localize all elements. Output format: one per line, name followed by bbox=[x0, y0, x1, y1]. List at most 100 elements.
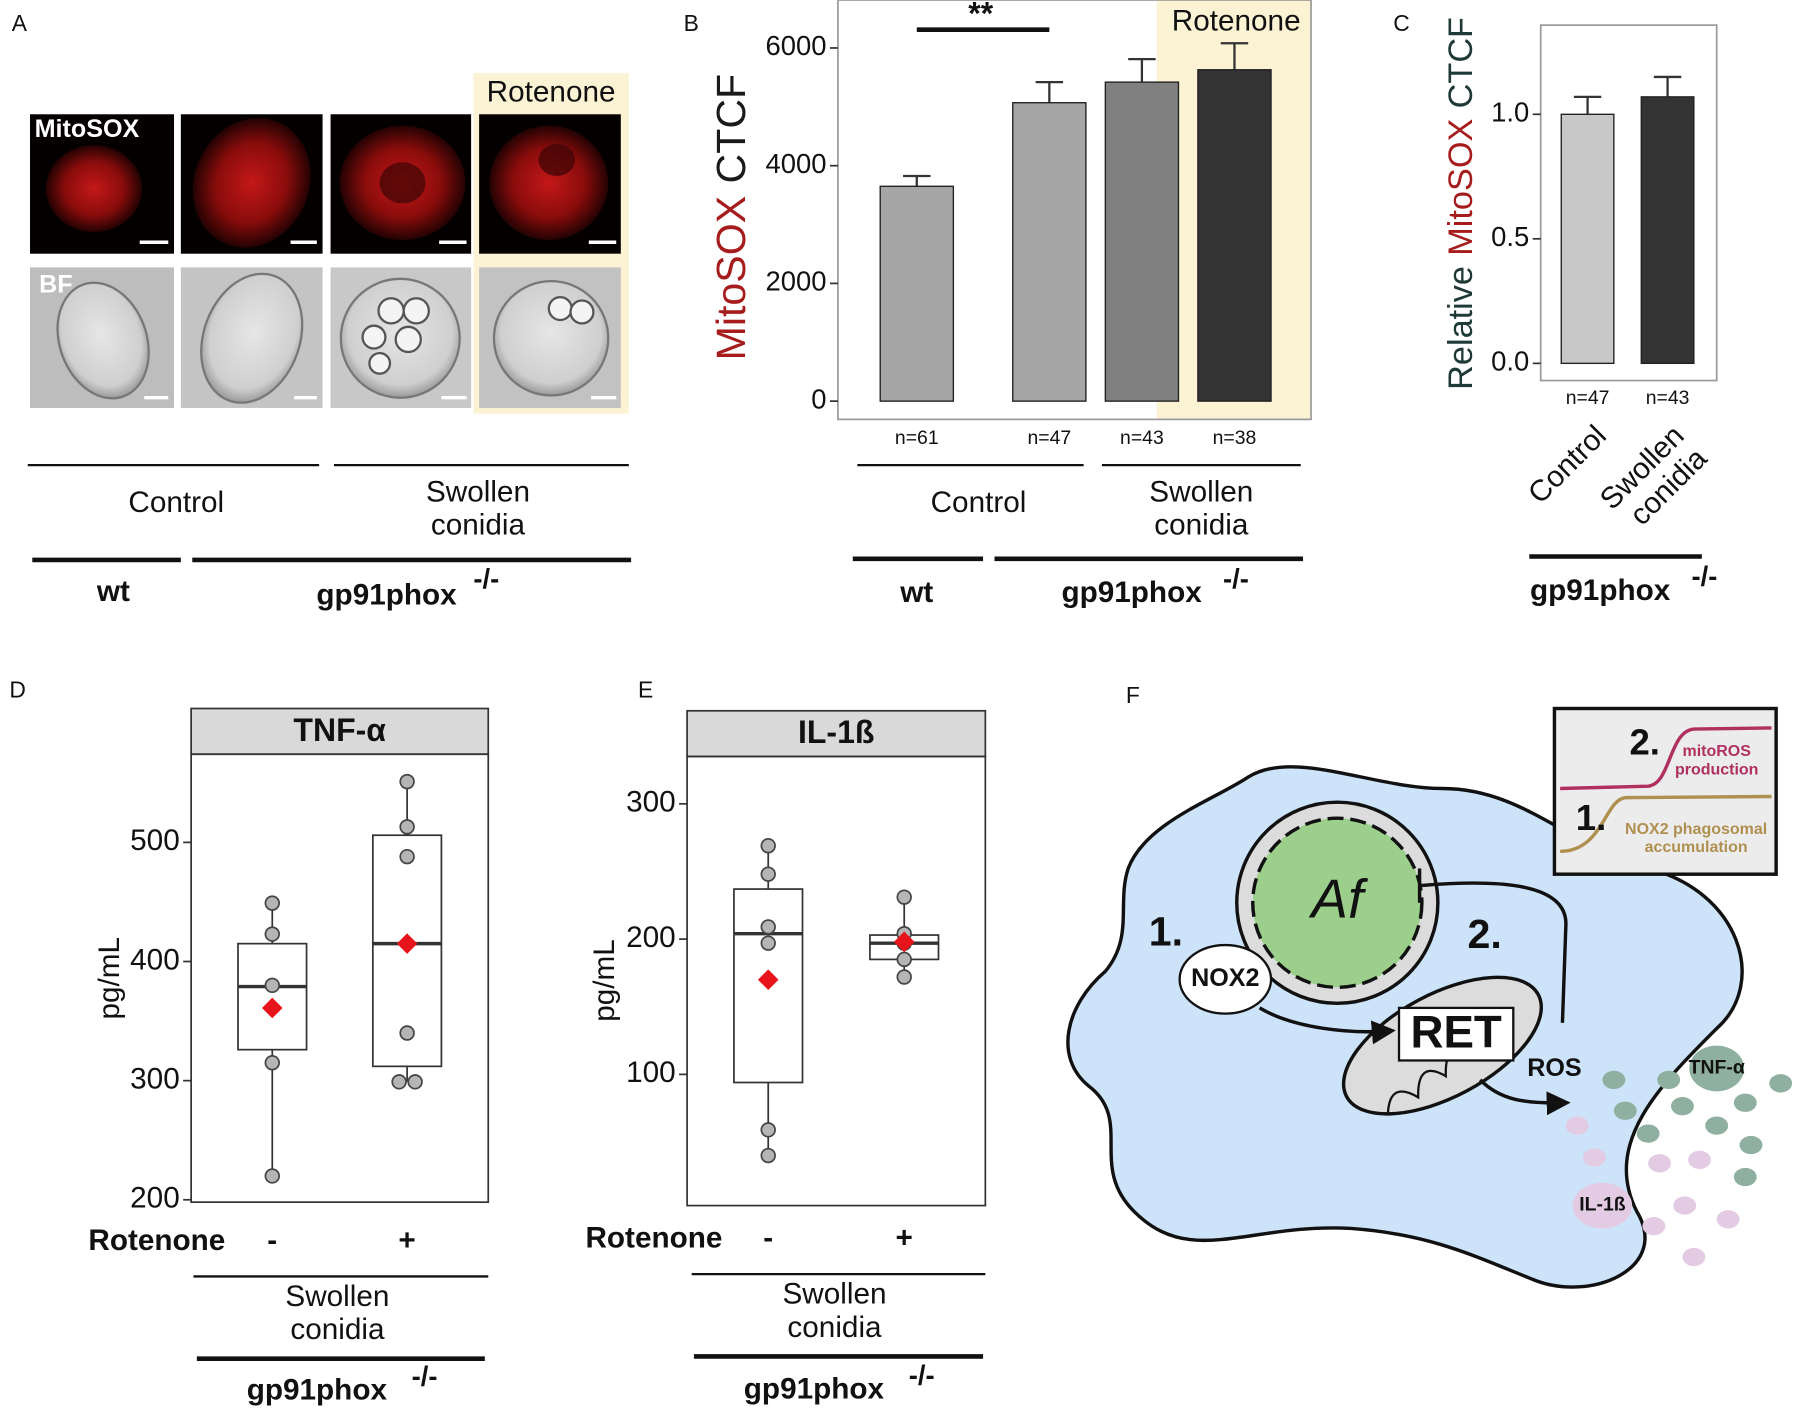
conidium bbox=[569, 299, 595, 325]
x-axis-label: Rotenone bbox=[88, 1224, 225, 1257]
conidium bbox=[547, 295, 573, 322]
cytokine bbox=[1769, 1074, 1793, 1093]
significance-label: ** bbox=[968, 0, 993, 31]
y-tick-label: 0.0 bbox=[1491, 346, 1529, 377]
group-label: Control bbox=[931, 486, 1027, 519]
group-label: conidia bbox=[431, 509, 526, 542]
data-point bbox=[399, 773, 415, 790]
data-point bbox=[760, 1122, 776, 1138]
conidia bbox=[547, 295, 595, 325]
ret-label: RET bbox=[1410, 1006, 1501, 1057]
cell-vacuole bbox=[379, 162, 426, 204]
cell bbox=[56, 281, 150, 400]
y-tick-label: 500 bbox=[130, 824, 180, 857]
cytokine bbox=[1583, 1148, 1606, 1167]
y-axis-label: pg/mL bbox=[93, 937, 126, 1020]
conidium bbox=[361, 324, 387, 350]
y-axis-label-part: MitoSOX bbox=[708, 196, 754, 361]
strain-label: gp91phox bbox=[1530, 574, 1671, 607]
cytokine bbox=[1613, 1101, 1637, 1120]
conidium bbox=[377, 297, 405, 325]
x-tick-label: - bbox=[763, 1222, 773, 1255]
cytokine bbox=[1733, 1167, 1757, 1187]
mean-marker bbox=[396, 933, 418, 954]
data-point bbox=[399, 848, 415, 865]
data-point bbox=[264, 977, 280, 994]
group-label: conidia bbox=[787, 1311, 882, 1344]
il1b-dots bbox=[1565, 1116, 1740, 1267]
y-axis-label-part: MitoSOX bbox=[1442, 119, 1480, 256]
inset-label: accumulation bbox=[1645, 839, 1748, 856]
data-point bbox=[399, 819, 415, 835]
bar bbox=[879, 185, 955, 402]
data-point bbox=[264, 1168, 280, 1184]
y-tick-label: 0 bbox=[811, 383, 826, 414]
cell bbox=[200, 272, 304, 404]
mitoros-curve bbox=[1560, 726, 1772, 791]
group-label: conidia bbox=[290, 1313, 385, 1346]
panel-label: D bbox=[9, 676, 26, 702]
x-tick-label: n=43 bbox=[1120, 427, 1164, 449]
panel-label: B bbox=[684, 10, 699, 36]
genotype-label: -/- bbox=[1223, 563, 1249, 594]
cytokine bbox=[1642, 1217, 1666, 1236]
panel-a: Rotenone MitoSOX bbox=[27, 73, 632, 611]
cytokine bbox=[1682, 1247, 1706, 1267]
y-tick-label: 200 bbox=[626, 921, 676, 954]
strain-label: gp91phox bbox=[316, 578, 457, 611]
y-tick-label: 2000 bbox=[766, 266, 827, 297]
y-axis-label: Relative MitoSOX CTCF bbox=[1442, 17, 1480, 390]
cytokine bbox=[1657, 1070, 1681, 1090]
y-axis-label: MitoSOX CTCF bbox=[708, 74, 754, 361]
cytokine bbox=[1565, 1116, 1589, 1135]
panel-label: F bbox=[1126, 682, 1140, 708]
y-tick-label: 200 bbox=[130, 1182, 180, 1215]
cell-vacuole bbox=[538, 143, 576, 176]
cell-signal bbox=[192, 118, 311, 248]
inset-label: production bbox=[1675, 761, 1758, 778]
x-tick-label: n=47 bbox=[1566, 387, 1610, 409]
group-label: Swollen bbox=[285, 1280, 389, 1313]
chart-title: TNF-α bbox=[293, 712, 386, 748]
cytokine bbox=[1648, 1154, 1671, 1173]
data-point bbox=[760, 919, 776, 935]
genotype-label: -/- bbox=[473, 563, 499, 594]
data-point bbox=[264, 926, 280, 942]
panel-f: Af NOX2 RET ROS 1. 2. TNF-α IL-1ß 2. mit… bbox=[1066, 706, 1793, 1289]
x-tick-label: + bbox=[896, 1222, 913, 1255]
cytokine bbox=[1689, 1045, 1745, 1092]
group-label: conidia bbox=[1154, 509, 1249, 542]
nox2-label: NOX2 bbox=[1191, 964, 1259, 992]
x-tick-label: - bbox=[267, 1224, 277, 1257]
y-tick-label: 6000 bbox=[766, 30, 827, 61]
x-tick-label: n=38 bbox=[1213, 427, 1257, 449]
panel-label: C bbox=[1393, 10, 1410, 36]
data-point bbox=[760, 838, 776, 854]
x-tick-label: n=47 bbox=[1027, 427, 1071, 449]
inset-step: 1. bbox=[1576, 797, 1606, 838]
row-label: MitoSOX bbox=[35, 115, 140, 143]
cytokine bbox=[1572, 1182, 1633, 1229]
y-axis-label-part: Relative bbox=[1442, 266, 1480, 390]
y-tick-label: 100 bbox=[626, 1056, 676, 1089]
cytokine bbox=[1716, 1210, 1740, 1229]
data-point bbox=[896, 951, 912, 968]
x-tick-label: n=43 bbox=[1646, 387, 1690, 409]
tnf-label: TNF-α bbox=[1689, 1057, 1745, 1079]
y-tick-label: 400 bbox=[130, 943, 180, 976]
plot-frame bbox=[837, 0, 1312, 421]
conidium bbox=[394, 325, 422, 354]
data-point bbox=[760, 1147, 776, 1164]
y-tick-label: 1.0 bbox=[1491, 97, 1529, 128]
ros-label: ROS bbox=[1527, 1054, 1581, 1082]
bar bbox=[1640, 96, 1695, 365]
nox2-node bbox=[1178, 943, 1273, 1015]
chart-title: IL-1ß bbox=[798, 714, 874, 750]
signal-line bbox=[1419, 881, 1568, 1023]
cell-signal bbox=[489, 125, 609, 240]
group-label: Swollen bbox=[1149, 476, 1253, 509]
il1b-label: IL-1ß bbox=[1579, 1194, 1626, 1216]
inset-label: NOX2 phagosomal bbox=[1625, 821, 1767, 838]
